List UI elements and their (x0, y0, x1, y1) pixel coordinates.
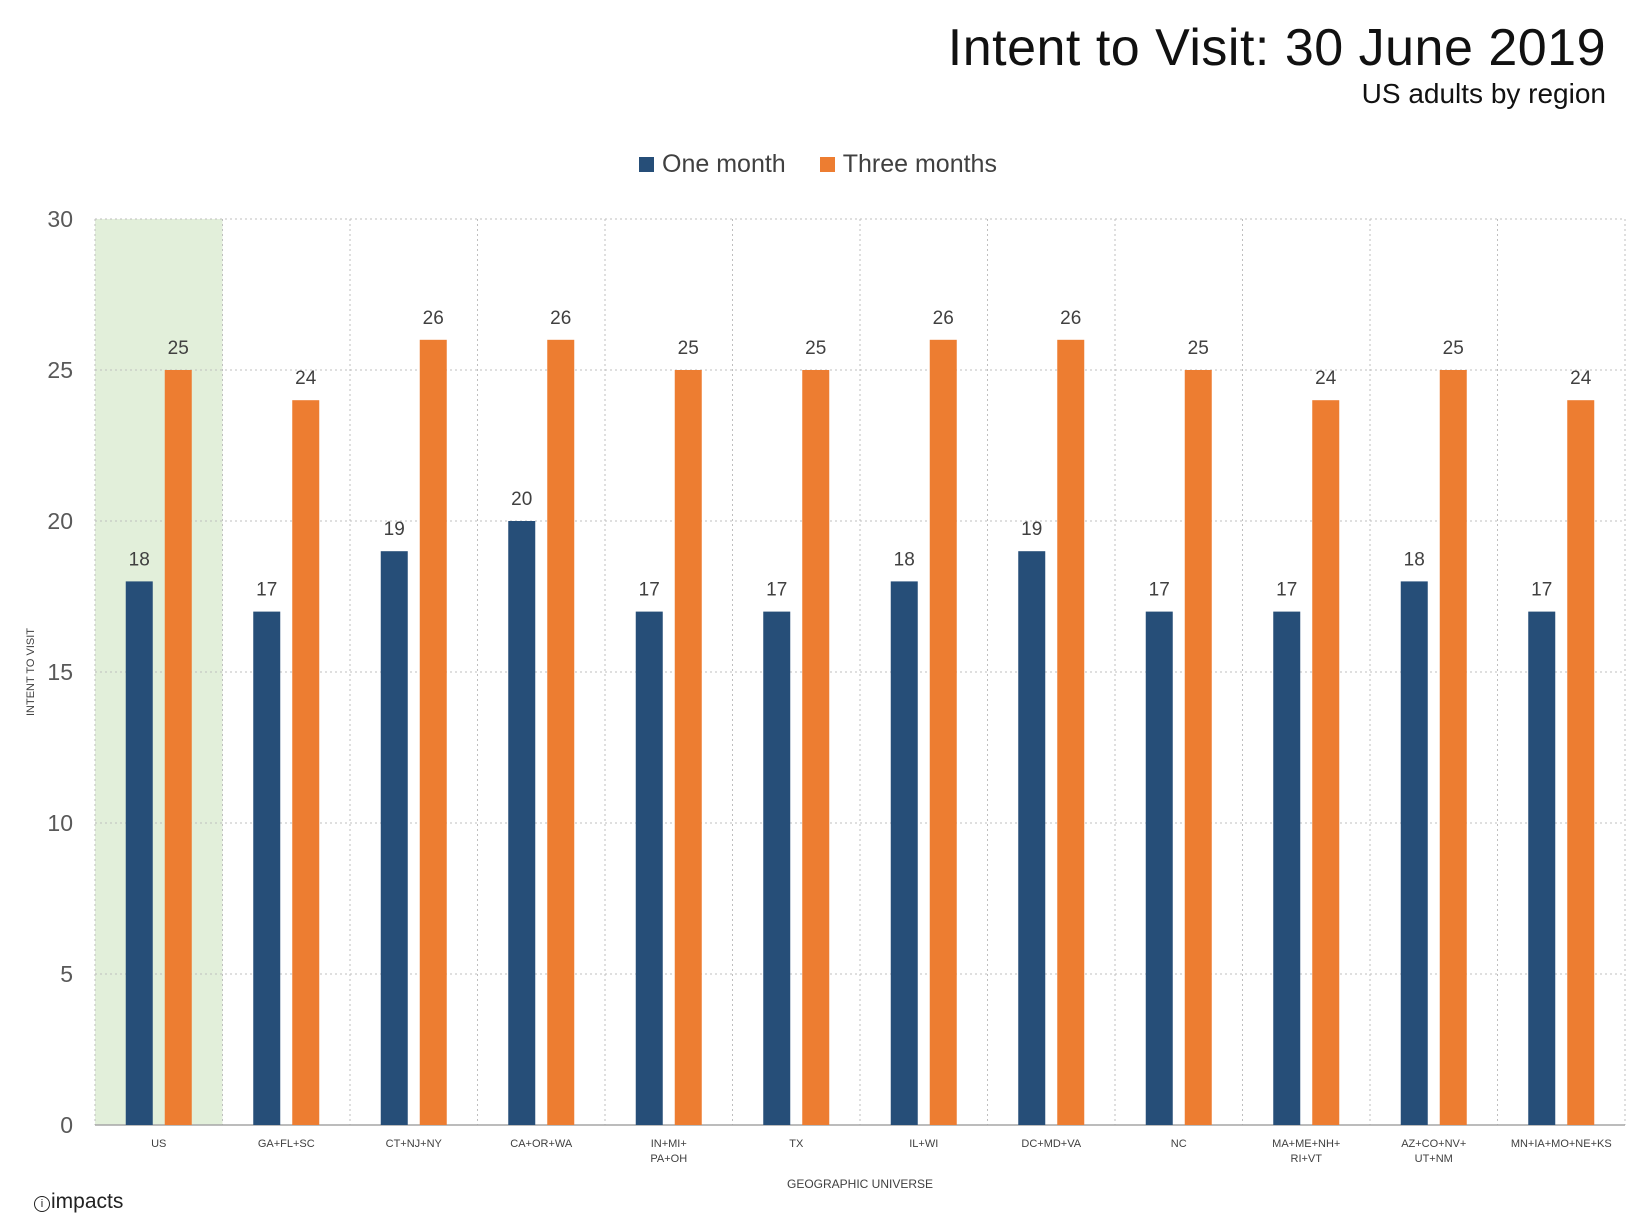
data-label-three-months: 24 (1315, 368, 1337, 389)
legend-label-three-months: Three months (842, 150, 997, 178)
chart-legend: One month Three months (0, 150, 1636, 179)
bar-one-month (380, 551, 408, 1125)
bar-one-month (763, 611, 791, 1125)
x-tick-label: MA+ME+NH+ (1272, 1138, 1340, 1150)
highlight-band (95, 219, 223, 1125)
legend-swatch-three-months (819, 157, 835, 172)
data-label-one-month: 18 (129, 549, 150, 570)
chart-title: Intent to Visit: 30 June 2019 (947, 19, 1606, 77)
data-label-three-months: 26 (933, 308, 954, 329)
legend-label-one-month: One month (662, 150, 786, 178)
legend-swatch-one-month (639, 157, 655, 172)
x-tick-label: AZ+CO+NV+ (1401, 1138, 1466, 1150)
data-label-three-months: 25 (678, 338, 699, 359)
data-label-one-month: 17 (639, 580, 660, 601)
x-tick-label: IL+WI (909, 1138, 938, 1150)
bar-one-month (890, 581, 918, 1125)
bar-three-months (164, 370, 192, 1125)
y-tick-label: 0 (60, 1112, 73, 1138)
info-icon: i (34, 1196, 50, 1212)
data-label-three-months: 25 (1188, 338, 1209, 359)
x-tick-label: CA+OR+WA (510, 1138, 573, 1150)
bar-three-months (547, 339, 575, 1125)
impacts-logo: i impacts (34, 1190, 123, 1214)
data-label-one-month: 17 (1149, 580, 1170, 601)
bar-three-months (419, 339, 447, 1125)
bar-one-month (508, 521, 536, 1125)
data-label-one-month: 17 (1276, 580, 1297, 601)
data-label-three-months: 26 (550, 308, 571, 329)
legend-item-three-months: Three months (819, 150, 997, 179)
bar-three-months (929, 339, 957, 1125)
data-label-one-month: 19 (384, 519, 405, 540)
data-label-three-months: 24 (295, 368, 317, 389)
data-label-one-month: 17 (1531, 580, 1552, 601)
x-tick-label: RI+VT (1291, 1153, 1323, 1165)
data-label-three-months: 25 (168, 338, 189, 359)
bar-one-month (1528, 611, 1556, 1125)
data-label-one-month: 17 (256, 580, 277, 601)
chart-subtitle: US adults by region (1361, 78, 1606, 109)
bar-one-month (1400, 581, 1428, 1125)
x-tick-label: MN+IA+MO+NE+KS (1511, 1138, 1612, 1150)
data-label-three-months: 25 (1443, 338, 1464, 359)
x-tick-label: CT+NJ+NY (386, 1138, 443, 1150)
bar-three-months (1439, 370, 1467, 1125)
bar-three-months (1184, 370, 1212, 1125)
x-tick-label: TX (789, 1138, 804, 1150)
x-tick-label: GA+FL+SC (258, 1138, 315, 1150)
y-tick-label: 5 (60, 961, 73, 987)
logo-text: impacts (51, 1190, 124, 1213)
x-tick-label: UT+NM (1415, 1153, 1453, 1165)
bar-one-month (635, 611, 663, 1125)
data-label-three-months: 24 (1570, 368, 1592, 389)
y-tick-label: 10 (47, 810, 73, 836)
x-tick-label: US (151, 1138, 166, 1150)
bar-three-months (1057, 339, 1085, 1125)
data-label-one-month: 20 (511, 489, 532, 510)
bar-one-month (253, 611, 281, 1125)
y-axis-title: INTENT TO VISIT (25, 628, 37, 716)
bar-one-month (1273, 611, 1301, 1125)
x-axis-title: GEOGRAPHIC UNIVERSE (787, 1177, 933, 1191)
bar-one-month (1018, 551, 1046, 1125)
x-tick-label: NC (1171, 1138, 1187, 1150)
y-tick-label: 25 (47, 357, 73, 383)
data-label-three-months: 25 (805, 338, 826, 359)
bar-three-months (802, 370, 830, 1125)
data-label-one-month: 19 (1021, 519, 1042, 540)
bar-three-months (1312, 400, 1340, 1125)
data-label-one-month: 18 (894, 549, 915, 570)
data-label-three-months: 26 (1060, 308, 1081, 329)
bar-three-months (1567, 400, 1595, 1125)
x-tick-label: PA+OH (650, 1153, 687, 1165)
bar-three-months (292, 400, 320, 1125)
legend-item-one-month: One month (639, 150, 786, 179)
data-label-one-month: 17 (766, 580, 787, 601)
y-tick-label: 20 (47, 508, 73, 534)
bar-one-month (1145, 611, 1173, 1125)
x-tick-label: DC+MD+VA (1021, 1138, 1081, 1150)
y-tick-label: 30 (47, 206, 73, 232)
x-tick-label: IN+MI+ (651, 1138, 687, 1150)
bar-one-month (125, 581, 153, 1125)
data-label-one-month: 18 (1404, 549, 1425, 570)
bar-three-months (674, 370, 702, 1125)
y-tick-label: 15 (47, 659, 73, 685)
data-label-three-months: 26 (423, 308, 444, 329)
